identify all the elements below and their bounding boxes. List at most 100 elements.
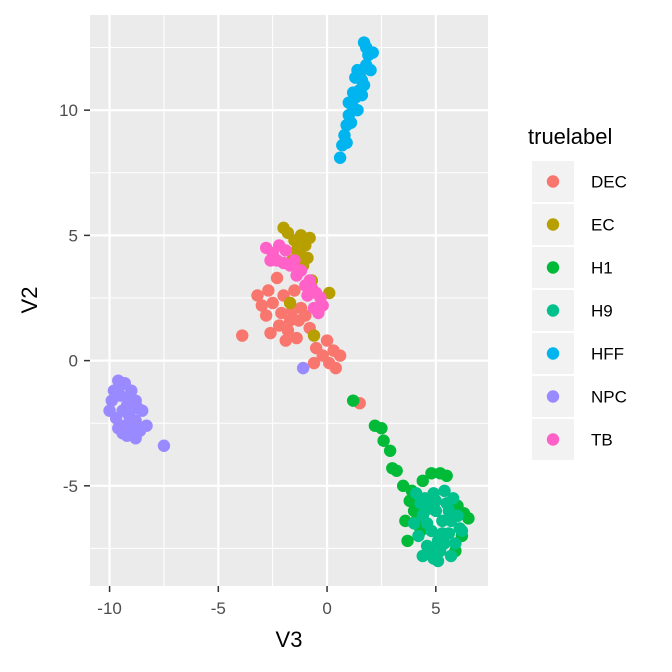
data-point [262,284,275,297]
data-point [416,474,429,488]
legend-marker [546,261,560,274]
data-point [129,432,142,445]
data-point [333,151,347,164]
series-npc [103,361,310,452]
data-point [140,419,153,432]
legend-item-tb: TB [532,419,613,460]
data-point [377,434,390,447]
data-point [401,534,414,548]
data-point [407,517,421,530]
data-point [105,394,118,407]
x-tick-label: -10 [97,599,122,618]
data-point [351,103,364,117]
data-point [364,63,377,77]
legend-marker [546,390,560,403]
series-hff [333,36,379,164]
data-point [329,361,342,375]
data-point [120,399,134,412]
data-point [259,241,273,255]
legend-item-npc: NPC [532,376,627,417]
x-tick-label: 5 [431,599,440,618]
legend-marker [546,218,560,231]
y-tick-label: 5 [69,226,78,245]
data-point [449,537,462,550]
legend-items: DEC EC H1 H9 HFF NPC TB [532,161,627,460]
data-point [259,309,273,322]
data-point [357,78,371,92]
data-point [425,467,438,480]
data-point [344,116,358,129]
data-point [383,444,397,457]
data-point [307,329,321,342]
legend-marker [546,347,560,360]
data-point [333,349,347,362]
legend-item-hff: HFF [532,333,624,374]
data-point [275,306,288,320]
legend-marker [546,433,560,446]
legend-item-h1: H1 [532,247,613,288]
data-point [296,361,310,375]
data-point [283,314,297,327]
x-axis-ticks: -10 -5 0 5 [97,586,441,618]
data-point [462,512,475,525]
data-point [290,269,303,282]
legend-label: DEC [591,173,627,192]
data-point [270,271,284,285]
data-point [290,331,303,345]
legend-label: EC [591,216,615,235]
data-point [410,487,423,500]
data-point [270,254,284,267]
data-point [277,221,290,235]
data-point [438,484,451,498]
legend: truelabel DEC EC H1 H9 HFF NPC TB [528,124,627,460]
series-tb [259,239,329,320]
data-point [444,514,458,528]
data-point [412,529,425,543]
data-point [436,527,449,540]
y-tick-label: 10 [59,101,78,120]
legend-label: H1 [591,259,613,278]
legend-item-dec: DEC [532,161,627,202]
data-point [320,334,334,347]
legend-marker [546,175,560,188]
data-point [279,334,292,347]
data-point [281,324,295,337]
data-point [418,504,432,518]
data-point [312,306,325,320]
data-point [157,439,171,452]
data-point [390,464,403,477]
data-point [279,244,292,257]
data-points [103,36,475,568]
data-point [288,254,301,267]
legend-label: TB [591,431,613,450]
data-point [433,467,447,480]
data-point [444,549,458,563]
data-point [442,504,456,518]
data-point [342,96,356,109]
data-point [375,422,388,435]
x-axis-title: V3 [276,627,303,652]
legend-item-ec: EC [532,204,615,245]
data-point [236,329,249,342]
y-axis-title: V2 [17,287,42,314]
data-point [131,401,145,415]
data-point [283,296,297,310]
data-point [305,281,319,295]
legend-label: NPC [591,388,627,407]
legend-marker [546,304,560,317]
data-point [447,492,460,505]
series-h9 [407,484,469,568]
data-point [303,231,316,245]
x-tick-label: -5 [211,599,226,618]
data-point [288,284,301,297]
x-tick-label: 0 [322,599,331,618]
data-point [299,309,312,322]
data-point [431,554,445,568]
data-point [266,296,279,310]
data-point [264,326,277,340]
data-point [429,494,443,508]
data-point [107,384,121,397]
data-point [438,537,451,550]
data-point [255,299,269,312]
